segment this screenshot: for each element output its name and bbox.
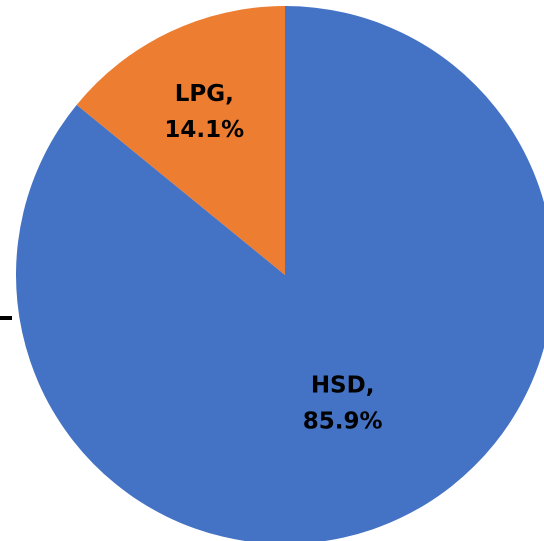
pie-slices [16, 6, 544, 541]
data-label-percent: 85.9% [303, 409, 383, 435]
data-label-percent: 14.1% [164, 117, 244, 143]
data-label-category: HSD, [311, 373, 375, 399]
data-label-category: LPG, [175, 81, 234, 107]
